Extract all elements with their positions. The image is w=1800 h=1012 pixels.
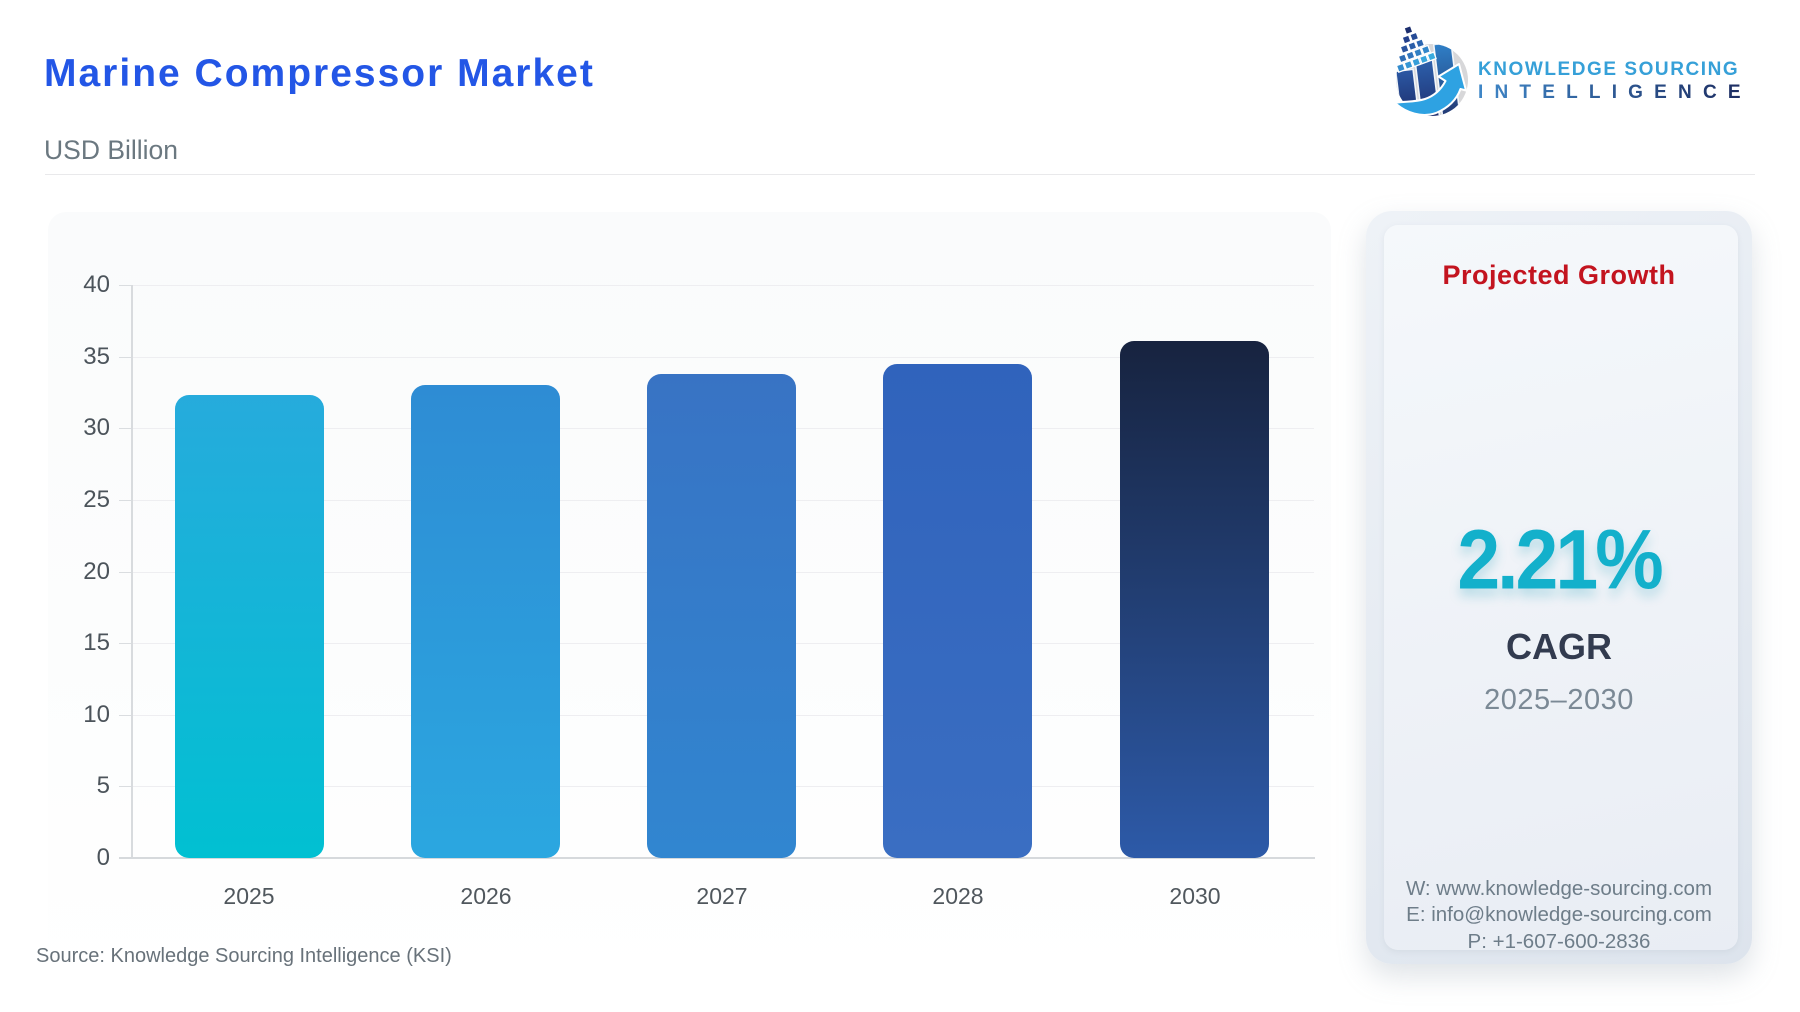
svg-text:INTELLIGENCE: INTELLIGENCE: [1478, 82, 1752, 103]
svg-text:KNOWLEDGE SOURCING: KNOWLEDGE SOURCING: [1478, 59, 1739, 80]
